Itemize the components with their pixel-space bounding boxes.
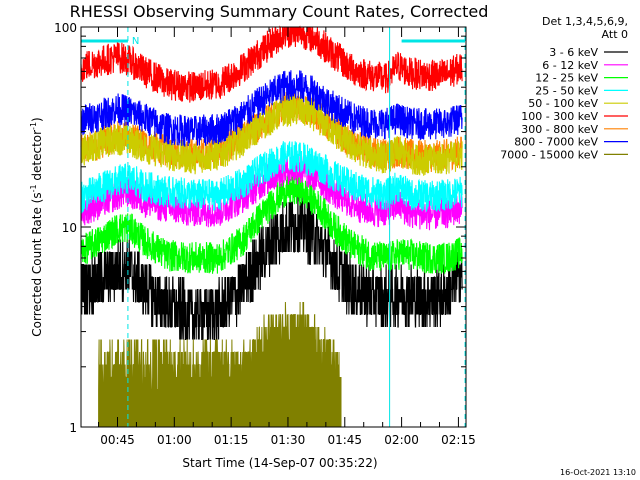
x-tick-label: 01:30	[271, 433, 306, 447]
y-tick-label: 100	[54, 21, 77, 35]
y-axis-label-end: )	[30, 117, 44, 122]
legend-label: 7000 - 15000 keV	[500, 148, 598, 161]
x-tick-label: 02:15	[441, 433, 476, 447]
series-line-25-50-kev	[80, 141, 463, 214]
x-axis: 00:45 01:00 01:15 01:30 01:45 02:00 02:15	[98, 27, 476, 447]
y-tick-label: 10	[62, 221, 77, 235]
x-tick-label: 01:45	[327, 433, 362, 447]
series-line-3-6-kev	[80, 189, 463, 341]
legend-label: 50 - 100 keV	[528, 97, 598, 110]
x-tick-label: 01:00	[157, 433, 192, 447]
legend-label: 3 - 6 keV	[549, 46, 598, 59]
series-line-12-25-kev	[80, 173, 463, 274]
y-axis: 1 10 100	[54, 21, 466, 435]
y-axis-label-exponent-2: -1	[29, 122, 38, 130]
x-axis-label: Start Time (14-Sep-07 00:35:22)	[182, 456, 377, 470]
series-line-7000-15000-kev	[98, 301, 342, 427]
detector-info-line-2: Att 0	[602, 28, 628, 41]
x-tick-label: 02:00	[384, 433, 419, 447]
legend-label: 800 - 7000 keV	[514, 136, 598, 149]
chart-title: RHESSI Observing Summary Count Rates, Co…	[70, 2, 489, 21]
legend-label: 100 - 300 keV	[521, 110, 598, 123]
series-line-100-300-kev	[80, 25, 463, 103]
y-axis-label: Corrected Count Rate (s-1 detector-1)	[29, 117, 44, 336]
y-axis-label-exponent: -1	[29, 184, 38, 192]
legend-label: 12 - 25 keV	[535, 72, 598, 85]
y-tick-label: 1	[69, 421, 77, 435]
plot-date-stamp: 16-Oct-2021 13:10	[560, 468, 636, 477]
detector-info-line-1: Det 1,3,4,5,6,9,	[542, 15, 628, 28]
x-tick-label: 00:45	[100, 433, 135, 447]
y-axis-label-main: Corrected Count Rate (s	[30, 192, 44, 336]
legend-label: 6 - 12 keV	[542, 59, 598, 72]
x-tick-label: 01:15	[214, 433, 249, 447]
legend-label: 25 - 50 keV	[535, 84, 598, 97]
legend-label: 300 - 800 keV	[521, 123, 598, 136]
flag-bar-label: N	[132, 36, 139, 47]
series-line-800-7000-kev	[80, 70, 463, 147]
y-axis-label-unit: detector	[30, 130, 44, 185]
series-line-50-100-kev	[80, 94, 463, 176]
series-layer	[80, 25, 463, 427]
